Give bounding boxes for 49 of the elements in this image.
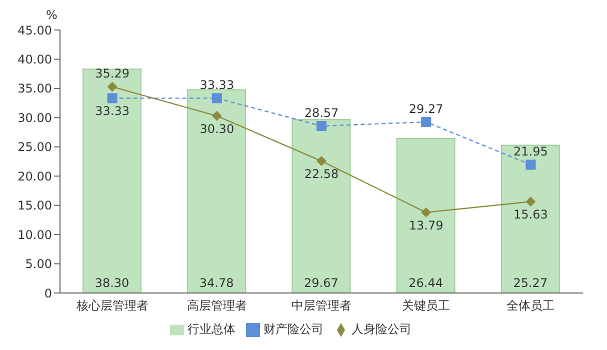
bar: [82, 68, 142, 293]
point: [212, 93, 222, 104]
data-label: 21.95: [514, 144, 548, 159]
legend-label: 人身险公司: [352, 322, 412, 336]
y-tick-label: 45.00: [18, 23, 52, 38]
x-tick-label: 核心层管理者: [75, 298, 148, 313]
data-label: 33.33: [95, 104, 130, 118]
point: [316, 156, 326, 166]
bar: [187, 89, 246, 293]
bar: [396, 138, 456, 293]
y-tick-label: 25.00: [18, 140, 52, 154]
y-tick-label: 5.00: [25, 257, 52, 272]
data-label: 22.58: [304, 167, 339, 182]
x-tick-label: 关键员工: [402, 298, 450, 313]
data-label: 29.67: [304, 276, 338, 290]
bar: [500, 144, 560, 293]
data-label: 34.78: [199, 276, 234, 290]
y-tick-label: 15.00: [18, 198, 52, 213]
point: [526, 160, 536, 170]
bar: [292, 119, 351, 293]
y-tick-label: 35.00: [18, 82, 52, 96]
data-label: 29.27: [408, 102, 444, 116]
y-tick-label: 40.00: [18, 52, 52, 66]
data-label: 28.57: [304, 106, 339, 120]
y-tick-label: 30.00: [18, 110, 52, 125]
legend-label: 财产险公司: [264, 322, 324, 336]
data-label: 15.63: [514, 208, 548, 222]
point: [107, 93, 118, 104]
data-label: 30.30: [200, 122, 234, 136]
point: [421, 207, 432, 218]
x-tick-label: 高层管理者: [186, 298, 247, 313]
x-tick-label: 中层管理者: [292, 298, 352, 313]
point: [421, 116, 432, 127]
point: [107, 82, 118, 92]
point: [316, 121, 326, 132]
y-tick-label: 20.00: [18, 169, 52, 184]
y-tick-label: 10.00: [18, 228, 52, 242]
data-label: 25.27: [513, 276, 548, 290]
point: [212, 110, 222, 121]
data-label: 38.30: [94, 276, 130, 290]
data-label: 33.33: [200, 78, 234, 92]
data-label: 26.44: [408, 276, 443, 290]
data-label: 13.79: [408, 218, 444, 232]
data-label: 35.29: [95, 66, 130, 81]
legend-label: 行业总体: [188, 322, 236, 336]
x-tick-label: 全体员工: [506, 298, 555, 313]
point: [526, 196, 536, 207]
y-axis-title: %: [46, 8, 58, 22]
y-tick-label: 0: [44, 286, 52, 300]
